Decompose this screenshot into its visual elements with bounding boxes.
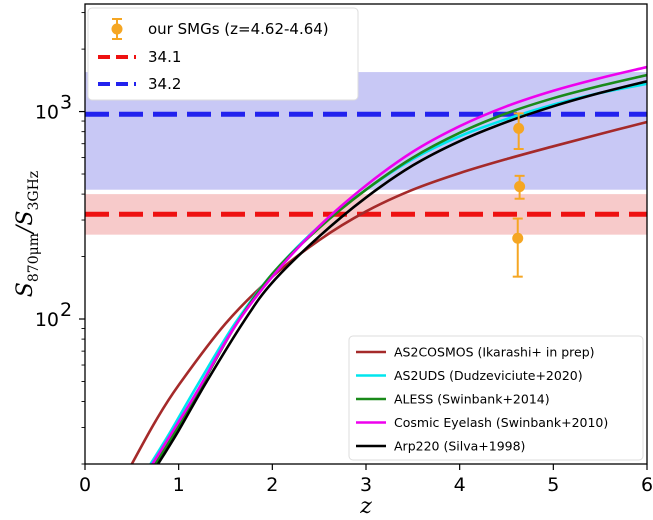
legend-box: [348, 335, 644, 461]
y-axis-title: S870μm/S3GHz: [13, 171, 42, 297]
curve-arp220-silva-1998: [156, 79, 647, 464]
legend-marker: [111, 23, 123, 35]
legend-label: 34.2: [148, 75, 181, 93]
legend-label: 34.1: [148, 48, 181, 66]
smg-point-1: [513, 112, 525, 150]
legend-entry-34-1: 34.1: [98, 48, 181, 66]
point-marker: [512, 232, 524, 244]
legend-entry-our-smgs-z-4-62-4-64: our SMGs (z=4.62-4.64): [111, 18, 329, 40]
x-tick-label: 0: [79, 474, 91, 496]
x-axis-title: z: [359, 494, 372, 519]
legend-lower-right: AS2COSMOS (Ikarashi+ in prep) AS2UDS (Dud…: [348, 335, 644, 461]
curve-cosmic-eyelash-swinbank-2010: [151, 65, 647, 464]
legend-label: Arp220 (Silva+1998): [394, 439, 525, 454]
x-tick-label: 1: [173, 474, 185, 496]
y-tick-label: 10: [35, 309, 59, 331]
legend-label: AS2COSMOS (Ikarashi+ in prep): [394, 345, 595, 360]
legend-entry-arp220-silva-1998: Arp220 (Silva+1998): [356, 439, 525, 454]
curve-as2cosmos-ikarashi-in-prep: [130, 120, 647, 464]
x-tick-label: 6: [641, 474, 653, 496]
legend-entry-34-2: 34.2: [98, 75, 181, 93]
legend-label: Cosmic Eyelash (Swinbank+2010): [394, 415, 608, 430]
legend-entry-as2cosmos-ikarashi-in-prep: AS2COSMOS (Ikarashi+ in prep): [356, 345, 595, 360]
x-axis: 0 1 2 3 4 5 6: [79, 464, 653, 496]
legend-entry-as2uds-dudzeviciute-2020: AS2UDS (Dudzeviciute+2020): [356, 368, 583, 383]
legend-label: our SMGs (z=4.62-4.64): [148, 20, 329, 38]
legend-box: [87, 7, 359, 101]
y-axis-title-main-2: S: [13, 211, 38, 226]
y-tick-exponent: 2: [60, 299, 72, 321]
x-tick-label: 5: [547, 474, 559, 496]
point-marker: [513, 122, 525, 134]
x-tick-label: 4: [454, 474, 466, 496]
point-marker: [514, 181, 526, 193]
legend-label: AS2UDS (Dudzeviciute+2020): [394, 368, 583, 383]
legend-entry-cosmic-eyelash-swinbank-2010: Cosmic Eyelash (Swinbank+2010): [356, 415, 608, 430]
legend-label: ALESS (Swinbank+2014): [394, 392, 550, 407]
smg-point-3: [512, 217, 524, 278]
x-tick-label: 2: [266, 474, 278, 496]
x-tick-label: 3: [360, 474, 372, 496]
legend-entry-aless-swinbank-2014: ALESS (Swinbank+2014): [356, 392, 550, 407]
legend-upper-left: our SMGs (z=4.62-4.64) 34.1 34.2: [87, 7, 359, 101]
y-tick-exponent: 3: [60, 92, 72, 114]
smg-point-2: [514, 174, 526, 200]
model-curves: [130, 65, 647, 464]
y-axis-title-sub-num: 870μm: [26, 233, 42, 282]
y-axis-title-sub-den: 3GHz: [26, 171, 42, 211]
data-points: [512, 112, 526, 278]
y-axis-title-main: S: [13, 282, 38, 297]
y-tick-label: 10: [35, 102, 59, 124]
